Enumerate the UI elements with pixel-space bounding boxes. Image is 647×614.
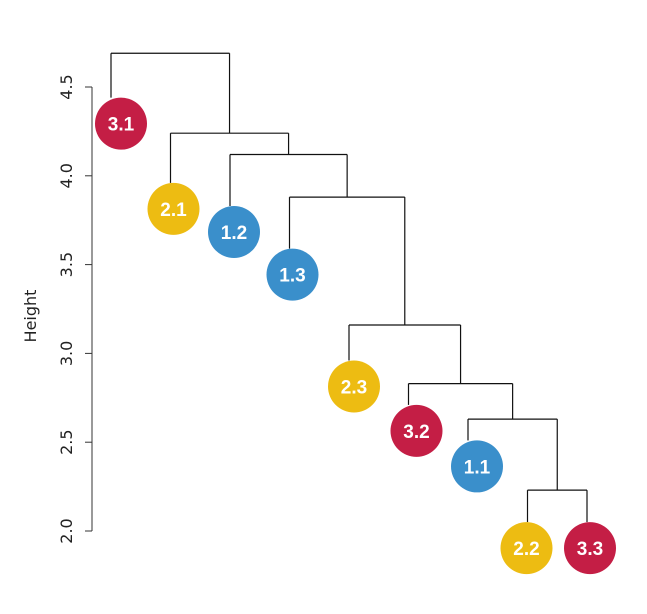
leaf-label: 1.1: [464, 457, 491, 478]
y-axis: 2.0 2.5 3.0 3.5 4.0 4.5: [57, 74, 93, 544]
leaf-label: 2.2: [513, 539, 539, 560]
leaf-circle: [147, 182, 200, 235]
leaf-circle: [564, 522, 616, 575]
leaf-label: 3.1: [108, 115, 135, 136]
y-tick-label: 2.0: [57, 518, 76, 543]
leaf-label: 1.2: [221, 223, 247, 244]
y-tick-label: 4.5: [57, 74, 76, 99]
leaf-2-1: 2.1: [147, 182, 200, 235]
leaf-label: 3.2: [403, 422, 429, 443]
dendrogram-tree: [110, 52, 588, 523]
leaf-1-2: 1.2: [208, 205, 260, 258]
leaf-circle: [500, 522, 553, 575]
leaf-2-3: 2.3: [328, 360, 380, 413]
leaf-2-2: 2.2: [500, 522, 553, 575]
leaf-3-3: 3.3: [564, 522, 616, 575]
leaf-label: 3.3: [577, 539, 603, 560]
leaf-1-3: 1.3: [266, 248, 319, 301]
y-axis-title: Height: [21, 290, 40, 343]
leaf-circle: [266, 248, 319, 301]
y-tick-label: 3.0: [57, 341, 76, 366]
y-tick-label: 3.5: [57, 252, 76, 277]
leaf-circle: [328, 360, 380, 413]
y-tick-label: 2.5: [57, 429, 76, 454]
leaf-1-1: 1.1: [451, 440, 503, 493]
leaf-label: 1.3: [279, 266, 305, 287]
leaf-label: 2.1: [160, 200, 187, 221]
y-tick-label: 4.0: [57, 163, 76, 188]
leaf-markers: 3.1 2.1 1.2 1.3 2.3 3.2 1.1 2.2 3.3: [95, 97, 616, 575]
leaf-3-2: 3.2: [390, 404, 443, 457]
leaf-circle: [95, 97, 147, 150]
leaf-circle: [390, 404, 443, 457]
leaf-circle: [208, 205, 260, 258]
leaf-circle: [451, 440, 503, 493]
leaf-3-1: 3.1: [95, 97, 147, 150]
leaf-label: 2.3: [341, 378, 367, 399]
